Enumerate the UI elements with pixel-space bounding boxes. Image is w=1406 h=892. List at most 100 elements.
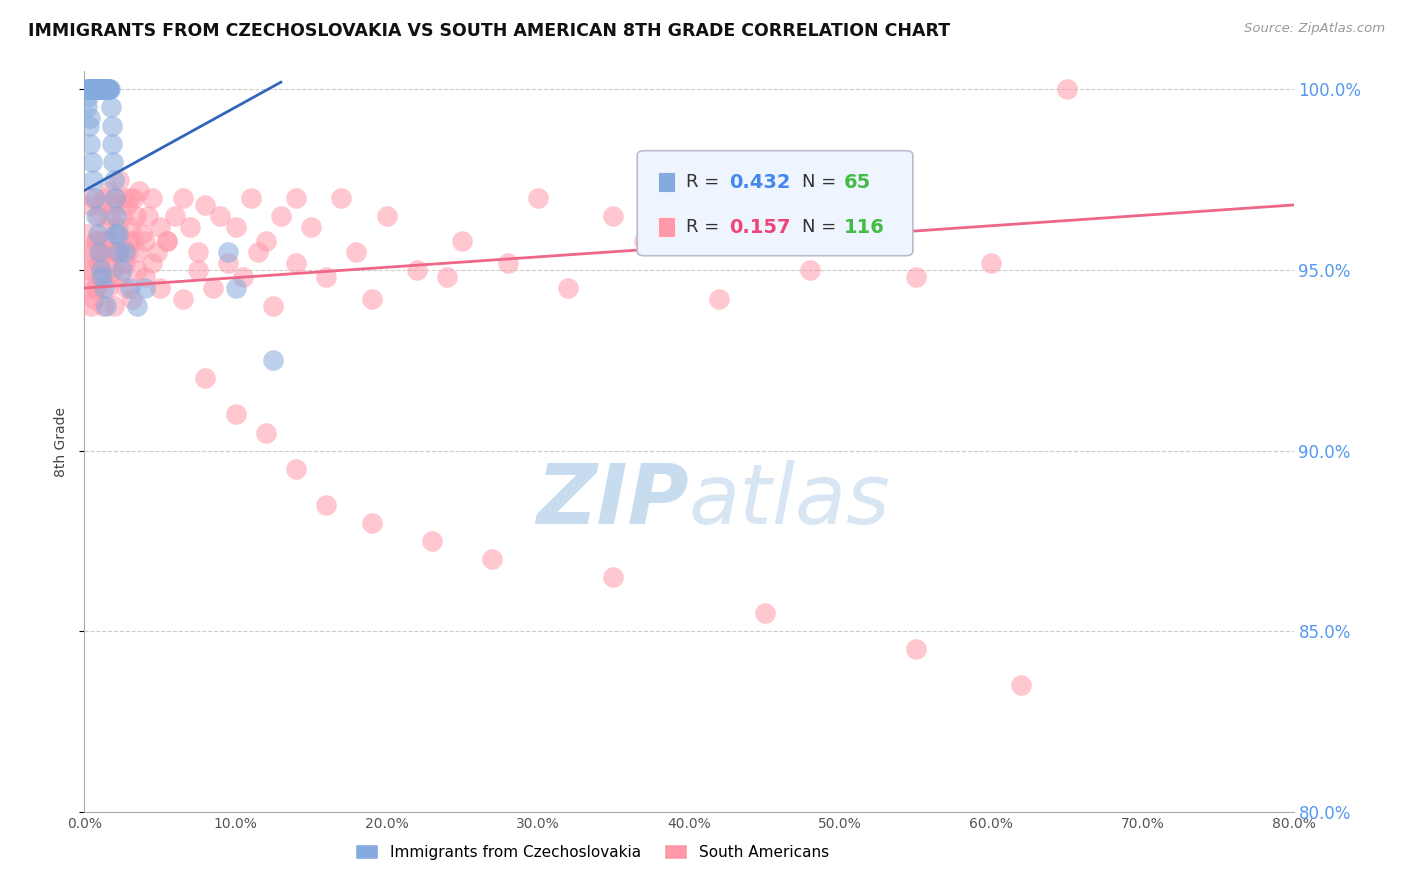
Point bbox=[127, 299, 149, 313]
Point bbox=[89, 244, 111, 259]
Point bbox=[108, 270, 131, 285]
Point bbox=[156, 234, 179, 248]
Y-axis label: 8th Grade: 8th Grade bbox=[53, 407, 67, 476]
Point bbox=[89, 82, 111, 96]
Text: atlas: atlas bbox=[689, 460, 890, 541]
Point bbox=[84, 281, 107, 295]
Point bbox=[118, 234, 141, 248]
Point bbox=[360, 292, 382, 306]
Point bbox=[91, 82, 114, 96]
Point bbox=[165, 209, 187, 223]
Point bbox=[104, 191, 127, 205]
Point bbox=[98, 82, 121, 96]
Point bbox=[91, 299, 114, 313]
Point bbox=[87, 227, 110, 241]
Point bbox=[134, 270, 156, 285]
Point bbox=[93, 281, 115, 295]
Point bbox=[107, 219, 129, 234]
Point bbox=[375, 209, 398, 223]
Point bbox=[754, 606, 776, 620]
Point bbox=[79, 198, 101, 212]
Point bbox=[79, 82, 101, 96]
Point bbox=[87, 82, 110, 96]
Point bbox=[87, 256, 110, 270]
Text: R =: R = bbox=[686, 173, 725, 191]
Point bbox=[90, 198, 112, 212]
Point bbox=[125, 209, 148, 223]
Point bbox=[141, 256, 163, 270]
Point bbox=[76, 100, 98, 114]
Point bbox=[360, 516, 382, 530]
Point bbox=[134, 234, 156, 248]
Point bbox=[527, 191, 550, 205]
Point bbox=[149, 219, 172, 234]
Point bbox=[481, 552, 503, 566]
Point bbox=[97, 281, 120, 295]
Point bbox=[77, 82, 100, 96]
Point bbox=[115, 198, 138, 212]
Point bbox=[84, 234, 107, 248]
Point bbox=[82, 172, 104, 186]
Point bbox=[84, 191, 107, 205]
Point bbox=[111, 263, 134, 277]
Point bbox=[127, 244, 149, 259]
Point bbox=[315, 498, 337, 512]
Point bbox=[111, 256, 134, 270]
Point bbox=[104, 227, 127, 241]
Point bbox=[97, 184, 120, 198]
Point bbox=[82, 82, 104, 96]
Point bbox=[82, 244, 104, 259]
Point bbox=[602, 209, 624, 223]
Point bbox=[315, 270, 337, 285]
Point bbox=[94, 234, 117, 248]
Point bbox=[633, 234, 655, 248]
Point bbox=[86, 82, 108, 96]
Point bbox=[98, 256, 121, 270]
Point bbox=[84, 82, 107, 96]
Point bbox=[96, 82, 118, 96]
Text: 116: 116 bbox=[844, 218, 884, 236]
Point bbox=[117, 244, 139, 259]
Point bbox=[100, 119, 122, 133]
Point bbox=[101, 136, 124, 151]
Point bbox=[799, 263, 821, 277]
Text: ZIP: ZIP bbox=[536, 460, 689, 541]
Point bbox=[285, 461, 308, 475]
Point bbox=[90, 82, 112, 96]
Point bbox=[76, 82, 98, 96]
Point bbox=[91, 82, 114, 96]
Point bbox=[232, 270, 254, 285]
Point bbox=[97, 82, 120, 96]
Text: N =: N = bbox=[801, 219, 842, 236]
Point bbox=[187, 244, 209, 259]
Point bbox=[247, 244, 270, 259]
Point bbox=[118, 281, 141, 295]
Point bbox=[201, 281, 224, 295]
Point bbox=[262, 299, 284, 313]
Point bbox=[90, 244, 112, 259]
Point bbox=[91, 244, 114, 259]
Point bbox=[131, 227, 153, 241]
Point bbox=[86, 234, 108, 248]
Point bbox=[79, 112, 101, 126]
Point bbox=[105, 244, 128, 259]
Point bbox=[225, 408, 247, 422]
Point bbox=[100, 263, 122, 277]
Point bbox=[136, 209, 159, 223]
Text: Source: ZipAtlas.com: Source: ZipAtlas.com bbox=[1244, 22, 1385, 36]
Point bbox=[80, 299, 103, 313]
Point bbox=[87, 82, 110, 96]
Point bbox=[101, 154, 124, 169]
Point bbox=[420, 533, 443, 548]
Point bbox=[80, 82, 103, 96]
Point bbox=[187, 263, 209, 277]
Text: 0.432: 0.432 bbox=[728, 172, 790, 192]
Point bbox=[79, 136, 101, 151]
Text: IMMIGRANTS FROM CZECHOSLOVAKIA VS SOUTH AMERICAN 8TH GRADE CORRELATION CHART: IMMIGRANTS FROM CZECHOSLOVAKIA VS SOUTH … bbox=[28, 22, 950, 40]
Point bbox=[1011, 678, 1033, 692]
Point bbox=[90, 82, 112, 96]
Point bbox=[101, 198, 124, 212]
Point bbox=[79, 263, 101, 277]
Point bbox=[89, 256, 111, 270]
Point bbox=[76, 82, 98, 96]
